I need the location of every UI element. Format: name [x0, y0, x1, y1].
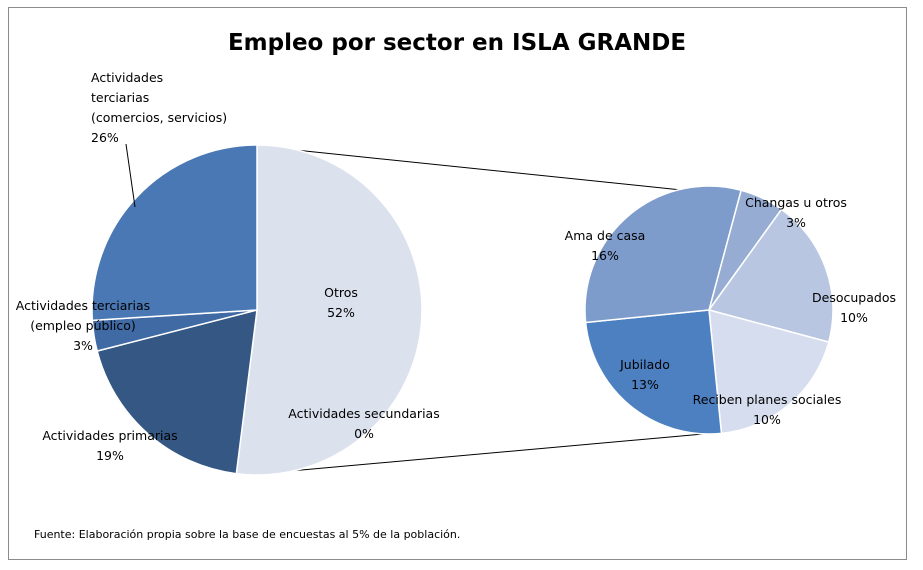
connector-line-bottom	[256, 433, 705, 475]
secondary-slice-ama-de-casa	[584, 185, 743, 324]
secondary-slice-reciben-planes-sociales	[708, 308, 830, 435]
main-slice-actividades-terciarias-comercios-servicios	[91, 144, 258, 322]
connector-line-top	[256, 145, 680, 191]
main-label-actividades-terciarias-empleo-publico: Actividades terciarias (empleo público) 3%	[16, 298, 150, 353]
main-label-otros: Otros 52%	[324, 285, 358, 320]
secondary-slice-jubilado	[584, 309, 723, 435]
main-slice-otros	[235, 144, 423, 476]
connector-lines	[256, 145, 705, 475]
main-pie	[91, 144, 423, 476]
data-labels: Otros 52% Actividades secundarias 0% Activid…	[16, 70, 896, 463]
secondary-pie	[584, 185, 834, 435]
main-label-actividades-secundarias: Actividades secundarias 0%	[288, 406, 439, 441]
secondary-label-reciben-planes-sociales: Reciben planes sociales 10%	[693, 392, 842, 427]
leader-line	[125, 143, 136, 208]
source-note: Fuente: Elaboración propia sobre la base…	[34, 528, 460, 541]
secondary-label-desocupados: Desocupados 10%	[812, 290, 896, 325]
chart-title: Empleo por sector en ISLA GRANDE	[228, 30, 686, 56]
main-label-actividades-terciarias-comercios-servicios: Actividades terciarias (comercios, servici…	[91, 70, 227, 145]
secondary-label-ama-de-casa: Ama de casa 16%	[565, 228, 646, 263]
secondary-label-changas-u-otros: Changas u otros 3%	[745, 195, 847, 230]
chart-frame: Empleo por sector en ISLA GRANDE Otros 52…	[8, 7, 907, 560]
main-label-actividades-primarias: Actividades primarias 19%	[42, 428, 177, 463]
main-slice-actividades-primarias	[96, 308, 258, 475]
secondary-slice-desocupados	[707, 208, 834, 344]
secondary-label-jubilado: Jubilado 13%	[619, 357, 670, 392]
pie-of-pie-chart: Empleo por sector en ISLA GRANDE Otros 52…	[16, 30, 896, 541]
